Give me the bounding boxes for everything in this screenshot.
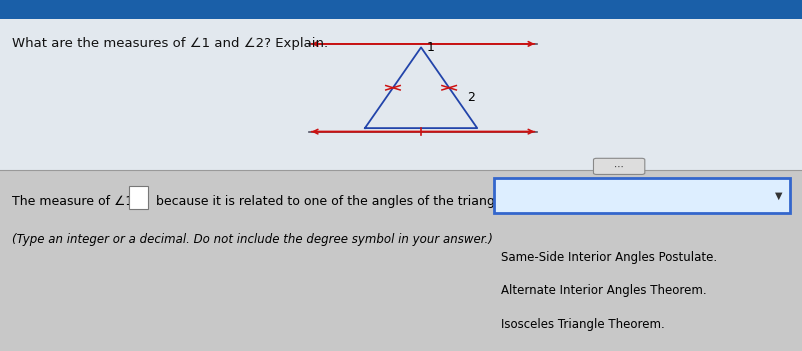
Text: The measure of ∠1 is: The measure of ∠1 is — [12, 195, 152, 208]
Text: 1: 1 — [427, 41, 435, 54]
FancyBboxPatch shape — [593, 158, 645, 174]
FancyBboxPatch shape — [0, 170, 802, 351]
FancyBboxPatch shape — [0, 0, 802, 19]
FancyBboxPatch shape — [0, 19, 802, 170]
Text: ▼: ▼ — [775, 191, 783, 201]
Text: Alternate Interior Angles Theorem.: Alternate Interior Angles Theorem. — [501, 284, 707, 297]
Text: What are the measures of ∠1 and ∠2? Explain.: What are the measures of ∠1 and ∠2? Expl… — [12, 37, 328, 50]
Text: Isosceles Triangle Theorem.: Isosceles Triangle Theorem. — [501, 318, 665, 331]
Text: because it is related to one of the angles of the triangle by the: because it is related to one of the angl… — [152, 195, 549, 208]
Text: ⋯: ⋯ — [614, 161, 624, 171]
Text: (Type an integer or a decimal. Do not include the degree symbol in your answer.): (Type an integer or a decimal. Do not in… — [12, 233, 493, 246]
FancyBboxPatch shape — [494, 178, 790, 213]
Text: Same-Side Interior Angles Postulate.: Same-Side Interior Angles Postulate. — [501, 251, 717, 264]
FancyBboxPatch shape — [129, 186, 148, 209]
Text: 2: 2 — [468, 91, 476, 104]
